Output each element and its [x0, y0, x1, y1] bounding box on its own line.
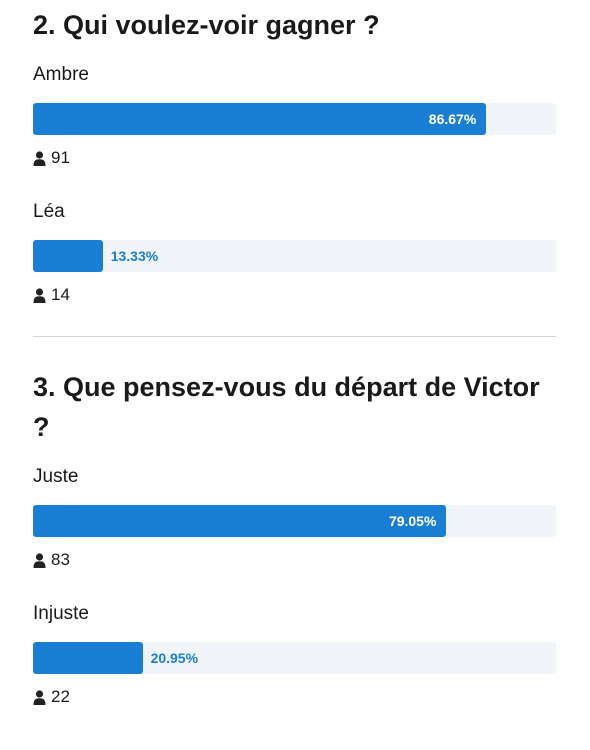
bar-track: 20.95%: [33, 642, 556, 674]
bar: [33, 103, 487, 135]
user-icon: [33, 552, 46, 568]
bar: [33, 505, 447, 537]
vote-count: 91: [51, 148, 70, 167]
percent-label: 20.95%: [150, 650, 199, 666]
option-label: Léa: [33, 201, 65, 222]
vote-count: 14: [51, 285, 70, 304]
poll: 2. Qui voulez-voir gagner ? Ambre 86.67% 91…: [33, 5, 556, 306]
bar-track: 13.33%: [33, 240, 556, 272]
vote-count: 83: [51, 550, 70, 569]
vote-count: 22: [51, 687, 70, 706]
bar-track: 79.05%: [33, 505, 556, 537]
percent-label: 79.05%: [388, 513, 437, 529]
poll-option: Léa 13.33% 14: [33, 199, 556, 306]
poll-list: 2. Qui voulez-voir gagner ? Ambre 86.67% 91…: [33, 5, 556, 708]
percent-label: 86.67%: [428, 111, 477, 127]
poll-option: Injuste 20.95% 22: [33, 601, 556, 708]
bar-track: 86.67%: [33, 103, 556, 135]
poll-title: 3. Que pensez-vous du départ de Victor ?: [33, 372, 540, 442]
vote-count-row: 91: [33, 147, 556, 169]
vote-count-row: 83: [33, 549, 556, 571]
poll-option: Juste 79.05% 83: [33, 464, 556, 571]
poll-option: Ambre 86.67% 91: [33, 62, 556, 169]
poll-title: 2. Qui voulez-voir gagner ?: [33, 10, 380, 40]
bar: [33, 240, 103, 272]
divider: [33, 336, 556, 337]
vote-count-row: 14: [33, 284, 556, 306]
bar: [33, 642, 143, 674]
user-icon: [33, 287, 46, 303]
option-label: Injuste: [33, 603, 89, 624]
option-label: Juste: [33, 466, 79, 487]
user-icon: [33, 150, 46, 166]
option-label: Ambre: [33, 64, 89, 85]
vote-count-row: 22: [33, 686, 556, 708]
poll: 3. Que pensez-vous du départ de Victor ?…: [33, 367, 556, 708]
percent-label: 13.33%: [110, 248, 159, 264]
user-icon: [33, 689, 46, 705]
